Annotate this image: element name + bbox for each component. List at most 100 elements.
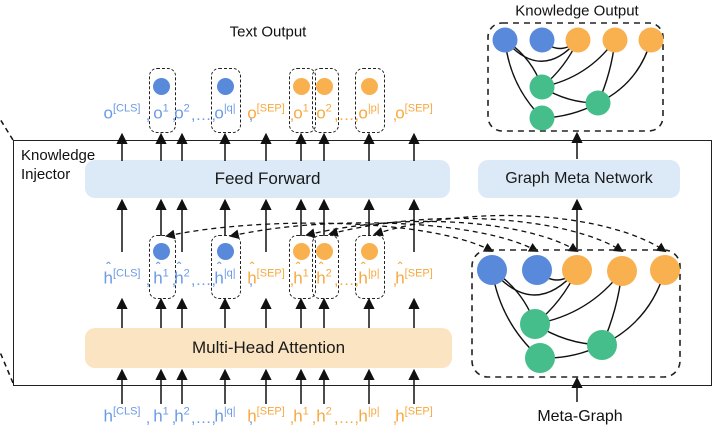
graph-meta-network-block: Graph Meta Network [478,160,680,198]
graph-edge [541,39,579,88]
token-separator: ,…, [191,410,216,427]
token-node-circle [216,77,234,95]
hidden-token-[SEP]: h ˆ [SEP] [247,259,285,288]
token-separator: , [171,410,177,427]
token-separator: ,…, [334,410,359,427]
knowledge-output-title: Knowledge Output [515,2,639,20]
token-node-circle [152,77,170,95]
knowledge-output-graph-border [487,22,664,132]
token-separator: , [289,272,295,289]
graph-edge [541,39,579,50]
input-token-1: h1 [293,405,309,426]
token-separator: , [171,107,177,124]
token-separator: , [289,410,295,427]
hat-accent: ˆ [295,259,301,275]
hidden-token-[SEP]: h ˆ [SEP] [395,259,433,288]
meta-graph-title: Meta-Graph [537,408,623,425]
input-token-|q|: h|q| [214,405,236,426]
graph-node-green [585,90,611,116]
graph-node-blue [529,27,555,53]
graph-edge [541,39,616,88]
graph-edge [597,39,652,104]
graph-node-orange [602,27,628,53]
graph-node-green [529,105,555,131]
output-token-box [355,68,385,133]
token-separator: , [392,107,398,124]
output-token-|p|: o|p| [358,102,380,123]
graph-edge [504,39,579,62]
token-node-circle [216,242,234,260]
hat-accent: ˆ [318,259,324,275]
token-separator: , [392,410,398,427]
output-token-1: o1 [153,102,169,123]
token-node-circle [292,77,310,95]
input-token-2: h2 [316,405,332,426]
output-token-box [311,68,339,133]
hat-accent: ˆ [249,259,255,275]
output-token-1: o1 [293,102,309,123]
hidden-token-[CLS]: h ˆ [CLS] [103,259,141,288]
input-token-1: h1 [153,405,169,426]
token-separator: , [248,107,254,124]
output-token-box [211,68,241,133]
graph-edge [504,39,543,119]
token-separator: , [145,272,151,289]
graph-node-green [529,74,555,100]
feed-forward-block: Feed Forward [85,160,450,198]
perspective-line [0,118,14,141]
hidden-token-|p|: h ˆ |p| [358,259,380,288]
token-separator: , [145,410,151,427]
token-node-circle [315,77,333,95]
hat-accent: ˆ [216,259,222,275]
token-node-circle [152,242,170,260]
input-token-[SEP]: h[SEP] [395,405,433,426]
token-separator: , [248,272,254,289]
hat-accent: ˆ [176,259,182,275]
hat-accent: ˆ [106,259,111,275]
graph-node-blue [492,27,518,53]
token-separator: , [289,107,295,124]
hat-accent: ˆ [397,259,403,275]
token-node-circle [292,242,310,260]
output-token-[SEP]: o[SEP] [247,102,285,123]
hat-accent: ˆ [360,259,366,275]
input-token-[SEP]: h[SEP] [247,405,285,426]
graph-node-orange [565,27,591,53]
knowledge-output-graph [487,22,664,132]
perspective-line [0,351,14,384]
token-node-circle [315,242,333,260]
output-token-2: o2 [174,102,190,123]
token-separator: ,…, [191,107,216,124]
output-token-[SEP]: o[SEP] [395,102,433,123]
multi-head-attention-block: Multi-Head Attention [85,328,452,368]
token-separator: , [311,410,317,427]
input-token-|p|: h|p| [358,405,380,426]
input-token-[CLS]: h[CLS] [103,405,141,426]
token-node-circle [360,242,378,260]
output-token-|q|: o|q| [214,102,236,123]
token-separator: ,…, [334,272,359,289]
graph-edge [504,39,543,88]
token-separator: , [248,410,254,427]
hidden-token-|q|: h ˆ |q| [214,259,236,288]
output-token-2: o2 [316,102,332,123]
token-separator: , [145,107,151,124]
output-token-[CLS]: o[CLS] [103,102,141,123]
graph-edge [597,39,616,104]
token-separator: ,…, [191,272,216,289]
graph-edge [541,86,599,104]
input-token-2: h2 [174,405,190,426]
token-separator: ,…, [334,107,359,124]
text-output-title: Text Output [229,23,307,41]
graph-edge [541,102,599,119]
knowledge-injector-label: Knowledge Injector [21,147,96,183]
token-separator: , [392,272,398,289]
token-node-circle [360,77,378,95]
output-token-box [288,68,316,133]
output-token-box [148,68,176,133]
